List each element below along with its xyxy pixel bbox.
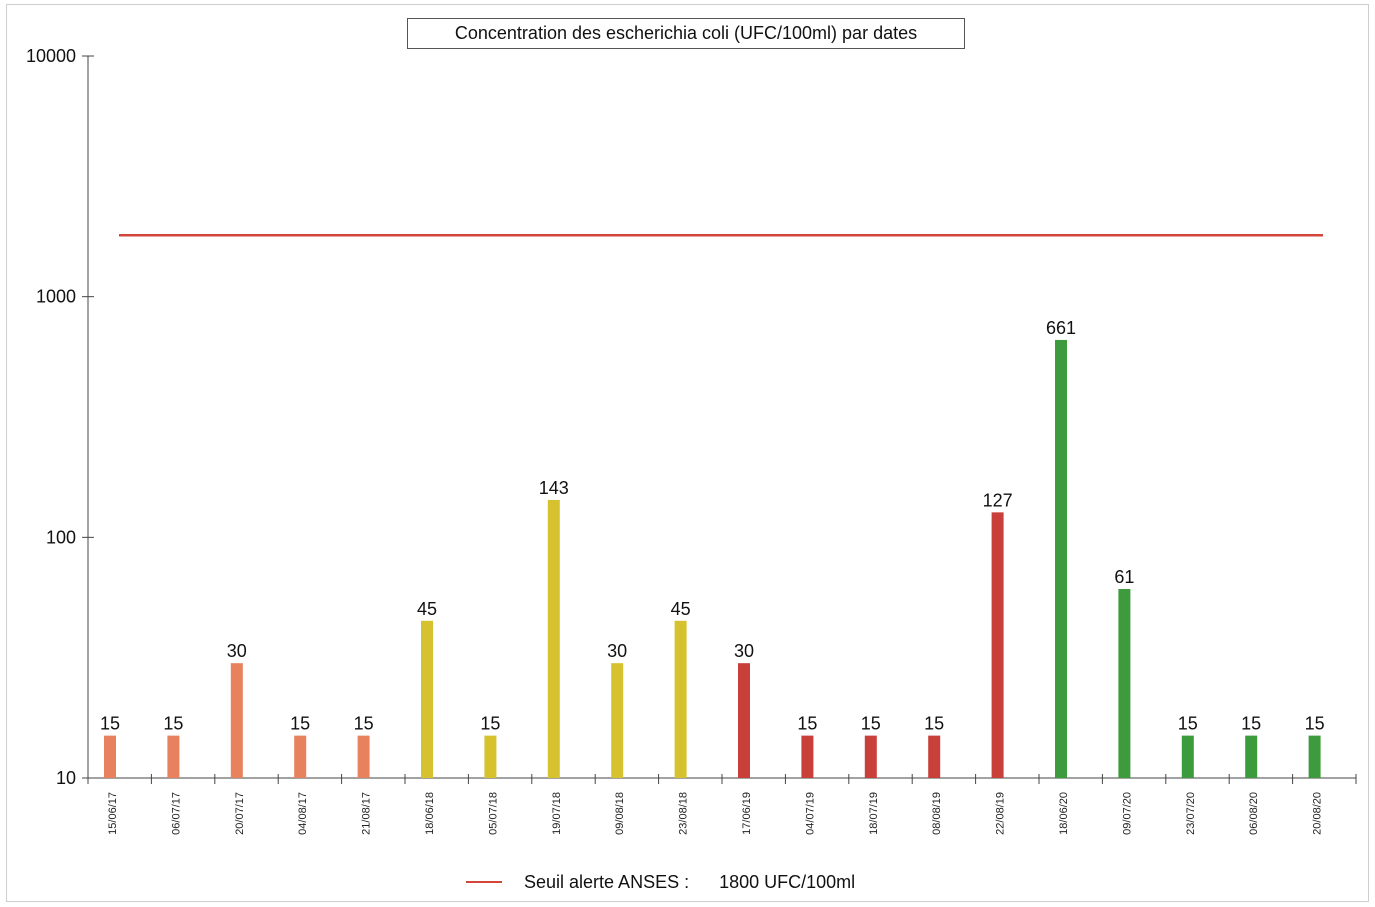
bar: [1181, 735, 1194, 778]
x-tick-label: 18/06/18: [424, 792, 436, 835]
data-label: 15: [100, 714, 120, 734]
data-label: 30: [734, 641, 754, 661]
x-tick-label: 19/07/18: [551, 792, 563, 835]
x-tick-label: 06/08/20: [1248, 792, 1260, 835]
x-tick-label: 17/06/19: [741, 792, 753, 835]
bar: [230, 663, 243, 778]
chart-frame: [6, 4, 1369, 902]
bar: [294, 735, 307, 778]
data-label: 15: [354, 714, 374, 734]
data-label: 143: [539, 478, 569, 498]
x-tick-label: 23/07/20: [1185, 792, 1197, 835]
x-tick-label: 20/08/20: [1312, 792, 1324, 835]
data-label: 15: [1305, 714, 1325, 734]
bar: [357, 735, 370, 778]
bar: [1308, 735, 1321, 778]
bar: [1055, 339, 1067, 778]
bar: [674, 620, 687, 778]
legend-value: 1800 UFC/100ml: [719, 871, 856, 892]
bar: [167, 735, 180, 778]
data-label: 15: [163, 714, 183, 734]
bar: [1118, 588, 1131, 778]
legend-swatch-threshold: [466, 881, 502, 883]
data-label: 661: [1046, 318, 1076, 338]
data-label: 15: [480, 714, 500, 734]
y-tick-label: 10: [56, 768, 76, 788]
x-tick-label: 04/08/17: [297, 792, 309, 835]
data-label: 30: [227, 641, 247, 661]
data-label: 15: [861, 714, 881, 734]
x-tick-label: 04/07/19: [804, 792, 816, 835]
bar: [738, 663, 750, 778]
bar: [484, 735, 497, 778]
legend: Seuil alerte ANSES : 1800 UFC/100ml: [466, 869, 855, 895]
legend-label: Seuil alerte ANSES :: [524, 871, 690, 892]
x-tick-label: 22/08/19: [995, 792, 1007, 835]
x-tick-label: 08/08/19: [931, 792, 943, 835]
x-tick-label: 05/07/18: [487, 792, 499, 835]
y-tick-label: 100: [46, 527, 76, 547]
chart-title: Concentration des escherichia coli (UFC/…: [407, 18, 965, 49]
x-tick-label: 18/07/19: [868, 792, 880, 835]
data-label: 15: [290, 714, 310, 734]
y-tick-label: 1000: [36, 287, 76, 307]
bar: [928, 735, 941, 778]
data-label: 15: [924, 714, 944, 734]
bar: [1245, 735, 1258, 778]
data-label: 15: [1178, 714, 1198, 734]
bar: [801, 735, 814, 778]
data-label: 45: [671, 599, 691, 619]
data-label: 30: [607, 641, 627, 661]
bar: [421, 620, 433, 778]
bar: [864, 735, 877, 778]
bar: [547, 499, 560, 778]
data-label: 61: [1114, 567, 1134, 587]
x-tick-label: 06/07/17: [170, 792, 182, 835]
bar: [991, 512, 1004, 778]
bar: [611, 663, 624, 778]
x-tick-label: 20/07/17: [234, 792, 246, 835]
x-tick-label: 21/08/17: [361, 792, 373, 835]
data-label: 127: [983, 490, 1013, 510]
x-tick-label: 09/07/20: [1121, 792, 1133, 835]
data-label: 15: [1241, 714, 1261, 734]
data-label: 15: [797, 714, 817, 734]
bar: [104, 735, 116, 778]
x-tick-label: 15/06/17: [107, 792, 119, 835]
y-tick-label: 10000: [26, 46, 76, 66]
x-tick-label: 23/08/18: [678, 792, 690, 835]
x-tick-label: 09/08/18: [614, 792, 626, 835]
data-label: 45: [417, 599, 437, 619]
x-tick-label: 18/06/20: [1058, 792, 1070, 835]
